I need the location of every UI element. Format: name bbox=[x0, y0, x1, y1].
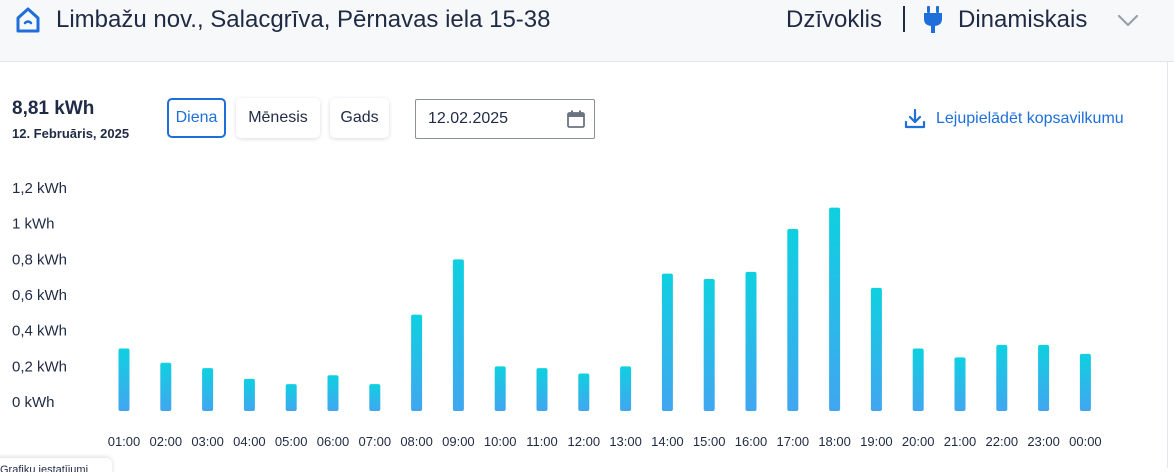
y-tick-label: 1 kWh bbox=[12, 216, 55, 233]
tab-year[interactable]: Gads bbox=[330, 98, 389, 138]
x-tick-label: 08:00 bbox=[400, 434, 433, 449]
y-tick-label: 0 kWh bbox=[12, 394, 55, 411]
x-tick-label: 20:00 bbox=[902, 434, 935, 449]
x-tick-label: 18:00 bbox=[818, 434, 851, 449]
bar-23:00[interactable] bbox=[1038, 344, 1050, 411]
x-tick-label: 02:00 bbox=[150, 434, 183, 449]
total-consumption: 8,81 kWh bbox=[12, 98, 95, 119]
x-tick-label: 05:00 bbox=[275, 434, 308, 449]
total-date: 12. Februāris, 2025 bbox=[12, 126, 130, 141]
bar-04:00[interactable] bbox=[243, 378, 255, 411]
y-tick-label: 0,4 kWh bbox=[12, 323, 67, 340]
plug-icon bbox=[924, 6, 942, 33]
bar-02:00[interactable] bbox=[160, 362, 172, 411]
x-tick-label: 11:00 bbox=[526, 434, 558, 449]
bar-13:00[interactable] bbox=[620, 366, 632, 411]
bar-11:00[interactable] bbox=[536, 368, 548, 411]
download-summary-link[interactable]: Lejupielādēt kopsavilkumu bbox=[903, 107, 1124, 131]
y-tick-label: 0,8 kWh bbox=[12, 251, 67, 268]
x-tick-label: 16:00 bbox=[735, 434, 768, 449]
y-tick-label: 0,6 kWh bbox=[12, 287, 67, 304]
bar-05:00[interactable] bbox=[285, 384, 297, 411]
bar-22:00[interactable] bbox=[996, 344, 1008, 411]
x-tick-label: 19:00 bbox=[860, 434, 893, 449]
tab-month[interactable]: Mēnesis bbox=[236, 98, 320, 138]
chart-settings-hint[interactable]: Grafiku iestatījumi bbox=[0, 458, 112, 472]
bar-21:00[interactable] bbox=[954, 357, 966, 411]
bar-10:00[interactable] bbox=[494, 366, 506, 411]
bar-01:00[interactable] bbox=[118, 348, 130, 412]
x-tick-label: 07:00 bbox=[359, 434, 392, 449]
bar-17:00[interactable] bbox=[787, 229, 799, 411]
calendar-icon[interactable] bbox=[566, 109, 586, 129]
bar-18:00[interactable] bbox=[829, 207, 841, 411]
download-icon bbox=[904, 108, 926, 129]
bar-07:00[interactable] bbox=[369, 384, 381, 411]
top-bar: Limbažu nov., Salacgrīva, Pērnavas iela … bbox=[0, 0, 1174, 62]
bar-15:00[interactable] bbox=[703, 278, 715, 411]
x-tick-label: 12:00 bbox=[568, 434, 601, 449]
bar-06:00[interactable] bbox=[327, 375, 339, 411]
chevron-down-icon[interactable] bbox=[1116, 10, 1140, 30]
object-type-label[interactable]: Dzīvoklis bbox=[786, 6, 883, 33]
date-picker-input[interactable]: 12.02.2025 bbox=[415, 99, 595, 139]
x-tick-label: 03:00 bbox=[191, 434, 224, 449]
date-value: 12.02.2025 bbox=[428, 110, 509, 127]
y-axis: 0 kWh 0,2 kWh 0,4 kWh 0,6 kWh 0,8 kWh 1 kWh 1,… bbox=[12, 180, 67, 411]
x-tick-label: 22:00 bbox=[986, 434, 1019, 449]
bar-08:00[interactable] bbox=[411, 314, 423, 411]
bar-09:00[interactable] bbox=[452, 259, 464, 411]
y-tick-label: 0,2 kWh bbox=[12, 358, 67, 375]
bar-12:00[interactable] bbox=[578, 373, 590, 411]
address-title: Limbažu nov., Salacgrīva, Pērnavas iela … bbox=[56, 6, 551, 33]
x-tick-label: 15:00 bbox=[693, 434, 726, 449]
x-tick-label: 10:00 bbox=[484, 434, 517, 449]
tariff-label[interactable]: Dinamiskais bbox=[958, 6, 1088, 33]
bar-19:00[interactable] bbox=[870, 287, 882, 411]
x-tick-label: 23:00 bbox=[1027, 434, 1060, 449]
bar-00:00[interactable] bbox=[1079, 353, 1091, 411]
x-tick-label: 00:00 bbox=[1069, 434, 1102, 449]
x-tick-label: 06:00 bbox=[317, 434, 350, 449]
x-tick-label: 14:00 bbox=[651, 434, 684, 449]
header-divider bbox=[903, 6, 905, 32]
x-tick-label: 21:00 bbox=[944, 434, 977, 449]
x-tick-label: 13:00 bbox=[609, 434, 642, 449]
bar-14:00[interactable] bbox=[661, 273, 673, 411]
bar-03:00[interactable] bbox=[202, 368, 214, 411]
bar-16:00[interactable] bbox=[745, 271, 757, 411]
y-tick-label: 1,2 kWh bbox=[12, 180, 67, 197]
x-tick-label: 17:00 bbox=[777, 434, 810, 449]
x-axis: 01:00 02:00 03:00 04:00 05:00 06:00 07:00 08:00… bbox=[108, 434, 1102, 449]
bar-series bbox=[118, 207, 1091, 412]
x-tick-label: 01:00 bbox=[108, 434, 141, 449]
bar-20:00[interactable] bbox=[912, 348, 924, 412]
hourly-consumption-chart: 0 kWh 0,2 kWh 0,4 kWh 0,6 kWh 0,8 kWh 1 kWh 1,… bbox=[12, 180, 1102, 449]
x-tick-label: 04:00 bbox=[233, 434, 266, 449]
tab-day[interactable]: Diena bbox=[167, 98, 226, 138]
download-label: Lejupielādēt kopsavilkumu bbox=[936, 110, 1124, 127]
home-icon bbox=[16, 7, 40, 33]
x-tick-label: 09:00 bbox=[442, 434, 475, 449]
